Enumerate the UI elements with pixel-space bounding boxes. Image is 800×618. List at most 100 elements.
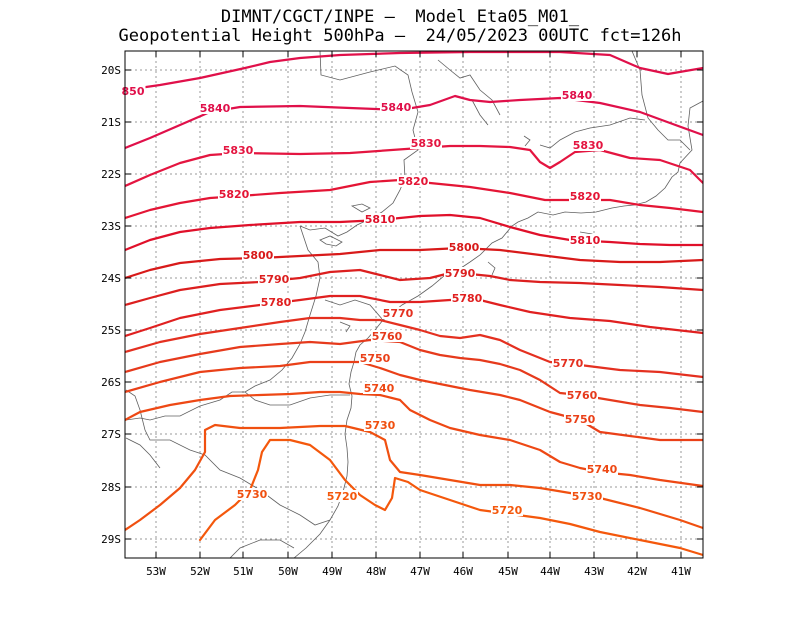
latitude-labels: 20S 21S 22S 23S 24S 25S 26S 27S 28S 29S <box>101 64 121 546</box>
contour-label-bg <box>448 241 480 253</box>
contour-label-5840: 5840 <box>200 102 231 115</box>
contour-label-bg <box>444 267 476 279</box>
lon-tick-label: 50W <box>278 565 298 578</box>
contour-label-5770: 5770 <box>383 307 414 320</box>
contour-label-bg <box>380 101 412 113</box>
contour-5810 <box>125 213 703 252</box>
lon-tick-label: 44W <box>540 565 560 578</box>
contour-label-5790: 5790 <box>259 273 290 286</box>
contour-label-5820: 5820 <box>219 188 250 201</box>
contour-label-bg <box>236 488 268 500</box>
contour-label-bg <box>569 234 601 246</box>
contour-label-5830: 5830 <box>223 144 254 157</box>
lat-tick-label: 29S <box>101 533 121 546</box>
contour-label-5730: 5730 <box>365 419 396 432</box>
contour-5730 <box>125 423 703 532</box>
contour-label-5830: 5830 <box>573 139 604 152</box>
graticule <box>125 51 703 558</box>
contour-label-5730: 5730 <box>572 490 603 503</box>
contour-label-5810: 5810 <box>365 213 396 226</box>
contour-label-5820: 5820 <box>570 190 601 203</box>
lat-tick-label: 27S <box>101 428 121 441</box>
contour-label-5850: 850 <box>122 85 145 98</box>
contour-label-bg <box>120 85 146 97</box>
lat-tick-label: 23S <box>101 220 121 233</box>
contour-label-5840: 5840 <box>381 101 412 114</box>
contour-5850 <box>125 51 703 92</box>
contour-5800 <box>125 246 703 280</box>
contour-label-bg <box>326 490 358 502</box>
contour-label-bg <box>222 144 254 156</box>
contour-label-bg <box>364 213 396 225</box>
lat-tick-label: 21S <box>101 116 121 129</box>
contour-5780 <box>125 294 703 338</box>
contour-label-bg <box>451 292 483 304</box>
lat-tick-label: 26S <box>101 376 121 389</box>
contour-label-5770: 5770 <box>553 357 584 370</box>
lat-tick-label: 22S <box>101 168 121 181</box>
contour-label-5720: 5720 <box>492 504 523 517</box>
contour-label-bg <box>218 188 250 200</box>
lon-tick-label: 52W <box>190 565 210 578</box>
contour-label-bg <box>410 137 442 149</box>
lon-tick-label: 42W <box>627 565 647 578</box>
lat-tick-label: 24S <box>101 272 121 285</box>
contour-label-bg <box>242 249 274 261</box>
chart-title-line-1: DIMNT/CGCT/INPE – Model Eta05_M01_ <box>220 7 580 27</box>
contour-5830 <box>125 144 703 188</box>
contour-label-5750: 5750 <box>360 352 391 365</box>
lon-tick-label: 49W <box>322 565 342 578</box>
lon-tick-label: 53W <box>146 565 166 578</box>
contour-label-bg <box>364 419 396 431</box>
contour-5720 <box>198 438 703 557</box>
contour-label-5820: 5820 <box>398 175 429 188</box>
lon-tick-label: 41W <box>671 565 691 578</box>
contour-label-5740: 5740 <box>364 382 395 395</box>
contour-label-bg <box>561 89 593 101</box>
contour-5790 <box>125 268 703 307</box>
contour-label-bg <box>572 139 604 151</box>
contour-labels: 850 5840 5840 5840 5830 5830 5830 5820 5820 5820 5… <box>120 85 618 517</box>
contour-label-5780: 5780 <box>452 292 483 305</box>
contour-label-5750: 5750 <box>565 413 596 426</box>
contour-label-bg <box>199 102 231 114</box>
contour-label-5800: 5800 <box>243 249 274 262</box>
lat-tick-label: 25S <box>101 324 121 337</box>
coastline-and-borders <box>125 51 703 558</box>
longitude-labels: 53W 52W 51W 50W 49W 48W 47W 46W 45W 44W 43W 42W 41W <box>146 565 691 578</box>
lon-tick-label: 51W <box>233 565 253 578</box>
contour-label-5760: 5760 <box>372 330 403 343</box>
contour-label-bg <box>359 352 391 364</box>
axis-ticks <box>125 51 703 558</box>
contour-label-bg <box>586 463 618 475</box>
contour-label-bg <box>566 389 598 401</box>
contour-label-bg <box>371 330 403 342</box>
contour-label-bg <box>260 296 292 308</box>
lon-tick-label: 46W <box>453 565 473 578</box>
contour-label-5760: 5760 <box>567 389 598 402</box>
contour-label-5790: 5790 <box>445 267 476 280</box>
contour-label-bg <box>564 413 596 425</box>
contour-5750 <box>125 360 703 442</box>
contour-5840 <box>125 94 703 150</box>
contour-label-5780: 5780 <box>261 296 292 309</box>
contour-label-5810: 5810 <box>570 234 601 247</box>
lat-tick-label: 28S <box>101 481 121 494</box>
lon-tick-label: 45W <box>498 565 518 578</box>
chart-title-line-2: Geopotential Height 500hPa – 24/05/2023 … <box>118 26 682 46</box>
lon-tick-label: 43W <box>584 565 604 578</box>
contour-label-5830: 5830 <box>411 137 442 150</box>
contour-label-5730: 5730 <box>237 488 268 501</box>
lat-tick-label: 20S <box>101 64 121 77</box>
lon-tick-label: 47W <box>410 565 430 578</box>
contour-label-5840: 5840 <box>562 89 593 102</box>
contour-5740 <box>125 390 703 488</box>
contour-label-bg <box>571 490 603 502</box>
contour-label-bg <box>569 190 601 202</box>
contour-label-bg <box>552 357 584 369</box>
contour-label-5740: 5740 <box>587 463 618 476</box>
contour-label-bg <box>382 307 414 319</box>
contour-label-bg <box>363 382 395 394</box>
contour-label-bg <box>397 175 429 187</box>
